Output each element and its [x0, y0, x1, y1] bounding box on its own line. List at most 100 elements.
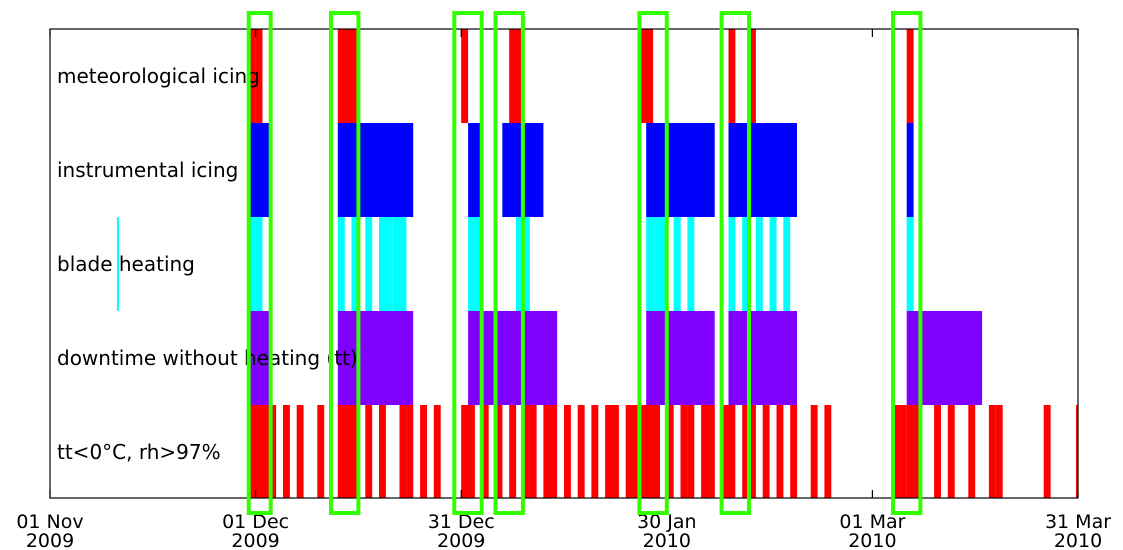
bar-4-22 [612, 405, 619, 498]
bar-2-23 [906, 217, 914, 311]
bar-0-3 [461, 29, 469, 123]
bar-4-37 [893, 405, 900, 498]
row-labels-layer: meteorological icing instrumental icing bl… [57, 64, 358, 464]
bar-2-3 [351, 217, 359, 311]
bar-2-15 [659, 217, 667, 311]
bar-4-10 [433, 405, 441, 498]
bar-3-5 [906, 311, 983, 405]
bar-2-12 [522, 217, 530, 311]
bar-4-12 [481, 405, 489, 498]
bar-4-35 [810, 405, 818, 498]
bar-4-21 [605, 405, 612, 498]
bar-3-0 [248, 311, 270, 405]
row-label-0: meteorological icing [57, 64, 260, 88]
bar-1-4 [646, 123, 715, 217]
bar-4-3 [317, 405, 325, 498]
tick-label-0-line2: 2009 [26, 530, 74, 550]
bar-4-30 [721, 405, 736, 498]
bar-4-7 [399, 405, 407, 498]
bar-4-13 [495, 405, 503, 498]
bar-4-4 [337, 405, 359, 498]
highlight-box-3 [493, 11, 525, 515]
bar-4-5 [365, 405, 373, 498]
bar-4-44 [995, 405, 1003, 498]
tick-label-1-line1: 01 Dec [222, 511, 289, 533]
bar-1-0 [248, 123, 270, 217]
bar-2-5 [379, 217, 386, 311]
bar-2-22 [783, 217, 791, 311]
bar-4-36 [824, 405, 832, 498]
bar-2-10 [474, 217, 482, 311]
tick-label-4-line1: 01 Mar [839, 511, 905, 533]
bar-0-1 [255, 29, 263, 123]
bar-4-20 [591, 405, 599, 498]
tick-label-3-line2: 2010 [643, 530, 691, 550]
tick-label-5-line1: 31 Mar [1045, 511, 1111, 533]
row-label-4: tt<0°C, rh>97% [57, 440, 221, 464]
bar-3-3 [646, 311, 715, 405]
bar-4-39 [906, 405, 921, 498]
row-label-1: instrumental icing [57, 158, 238, 182]
bar-2-6 [385, 217, 393, 311]
highlight-box-0 [246, 11, 273, 515]
bar-4-15 [522, 405, 530, 498]
bars-layer [248, 29, 1078, 498]
bar-2-9 [468, 217, 475, 311]
bar-4-24 [639, 405, 660, 498]
row-label-2: blade heating [57, 252, 195, 276]
bar-2-2 [337, 217, 345, 311]
highlight-box-2 [452, 11, 484, 515]
bar-2-18 [728, 217, 736, 311]
bar-2-19 [742, 217, 750, 311]
bar-4-43 [988, 405, 996, 498]
bar-4-38 [899, 405, 907, 498]
bar-4-9 [420, 405, 427, 498]
bar-2-16 [673, 217, 681, 311]
highlight-box-6 [891, 11, 923, 515]
bar-0-4 [509, 29, 523, 123]
bar-3-1 [337, 311, 414, 405]
bar-4-33 [776, 405, 784, 498]
bar-4-25 [666, 405, 674, 498]
bar-2-20 [755, 217, 763, 311]
tick-label-3-line1: 30 Jan [637, 511, 697, 533]
bar-4-32 [762, 405, 770, 498]
bar-4-45 [1043, 405, 1051, 498]
bar-4-27 [687, 405, 695, 498]
bar-0-0 [248, 29, 256, 123]
bar-3-4 [728, 311, 797, 405]
plot-frame [49, 28, 1079, 499]
bar-4-29 [707, 405, 715, 498]
bar-2-13 [646, 217, 654, 311]
bar-0-2 [337, 29, 359, 123]
bar-0-6 [728, 29, 736, 123]
bar-4-28 [701, 405, 708, 498]
bar-4-34 [790, 405, 798, 498]
bar-2-17 [687, 217, 695, 311]
bar-4-1 [283, 405, 290, 498]
bar-2-1 [255, 217, 263, 311]
bar-4-17 [543, 405, 558, 498]
highlight-box-4 [637, 11, 669, 515]
bar-0-7 [749, 29, 756, 123]
row-label-3: downtime without heating (tt) [57, 346, 358, 370]
bar-4-14 [509, 405, 517, 498]
bar-0-8 [906, 29, 914, 123]
bar-4-26 [680, 405, 688, 498]
bar-4-6 [379, 405, 386, 498]
bar-2-14 [653, 217, 660, 311]
tick-label-0-line1: 01 Nov [16, 511, 83, 533]
bar-4-41 [947, 405, 955, 498]
bar-2-8 [399, 217, 407, 311]
highlight-boxes-layer [246, 11, 923, 515]
bar-4-40 [934, 405, 941, 498]
bar-2-11 [516, 217, 523, 311]
bar-2-7 [392, 217, 400, 311]
bar-4-42 [968, 405, 976, 498]
bar-4-19 [577, 405, 585, 498]
bar-4-8 [406, 405, 414, 498]
bar-1-1 [337, 123, 414, 217]
